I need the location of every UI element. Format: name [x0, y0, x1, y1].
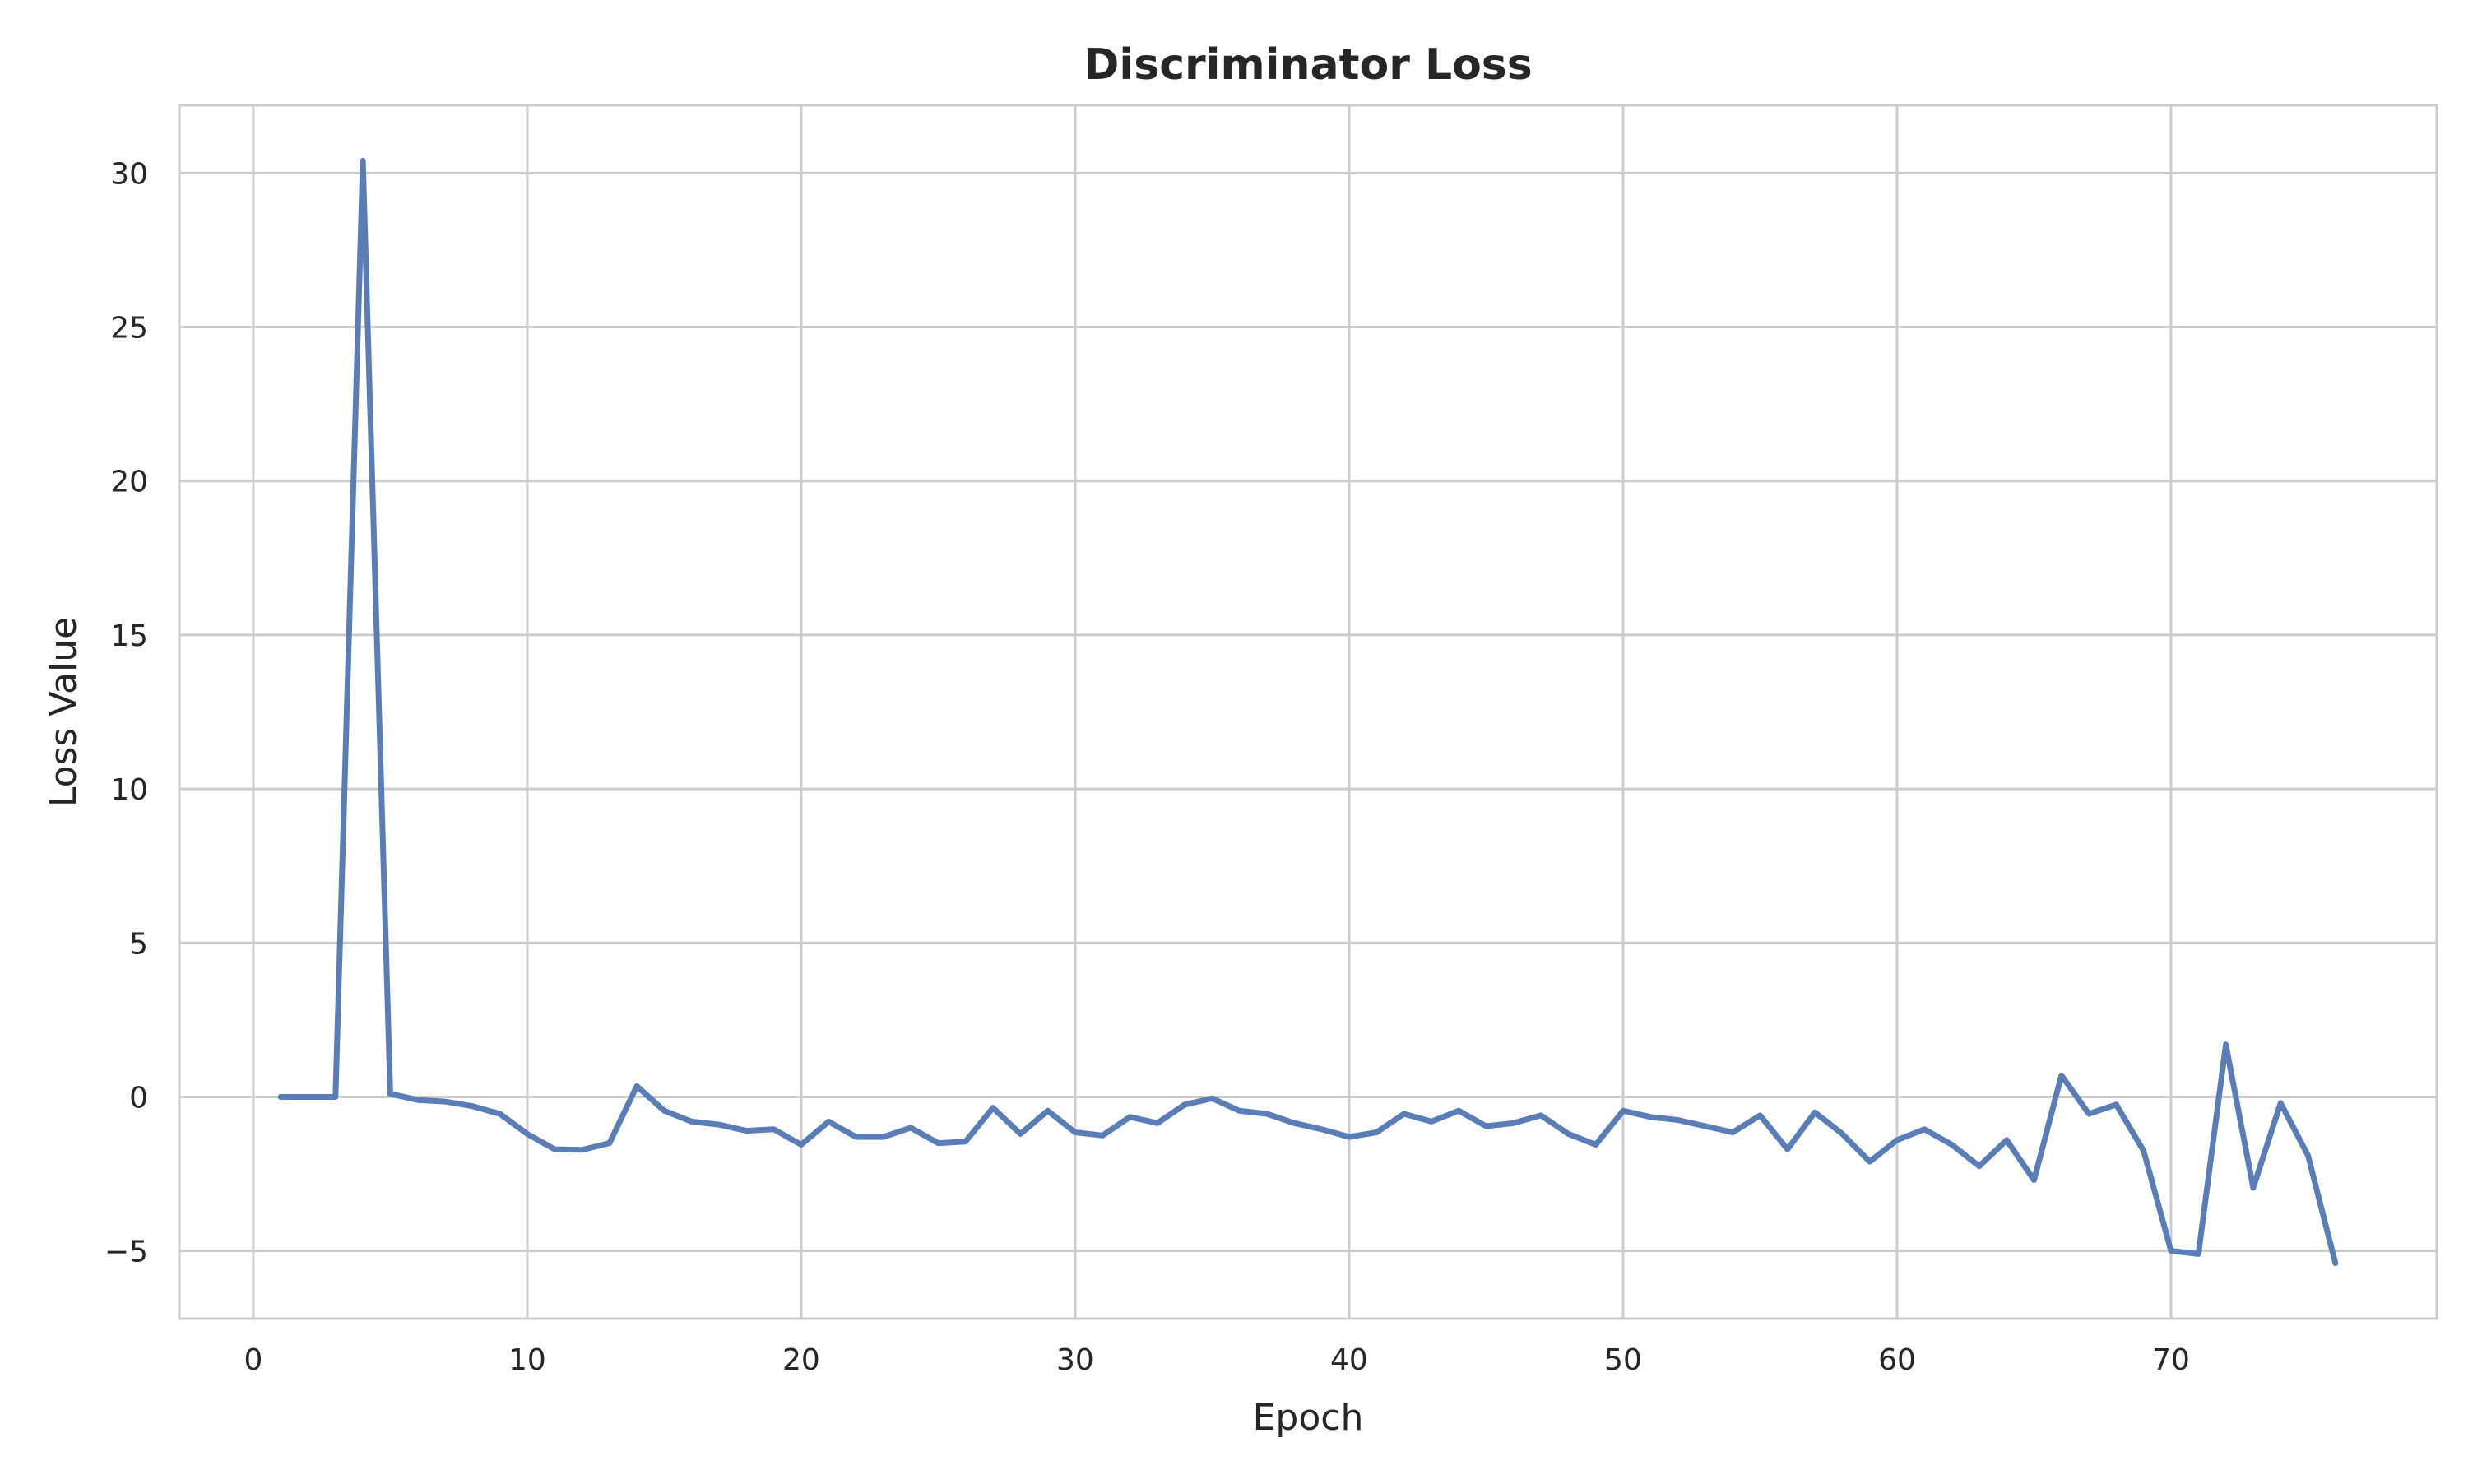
y-tick-label: −5	[104, 1236, 148, 1269]
y-axis-label: Loss Value	[43, 617, 85, 807]
y-tick-label: 5	[129, 927, 148, 961]
x-axis-label: Epoch	[1253, 1397, 1364, 1439]
series-layer	[277, 157, 2339, 1267]
chart-title: Discriminator Loss	[1083, 40, 1532, 90]
y-tick-label: 20	[110, 466, 148, 499]
x-tick-label: 70	[2152, 1343, 2190, 1377]
x-tick-label: 60	[1878, 1343, 1916, 1377]
x-tick-label: 40	[1330, 1343, 1368, 1377]
x-tick-label: 30	[1056, 1343, 1094, 1377]
y-tick-label: 0	[129, 1081, 148, 1115]
grid	[179, 105, 2437, 1319]
y-tick-labels: −5 0 5 10 15 20 25 30	[104, 157, 148, 1268]
x-tick-label: 0	[244, 1343, 262, 1377]
y-tick-label: 15	[110, 619, 148, 653]
x-tick-label: 10	[508, 1343, 546, 1377]
x-tick-label: 50	[1604, 1343, 1642, 1377]
plot-frame	[178, 104, 2438, 1320]
y-tick-label: 10	[110, 773, 148, 807]
y-tick-label: 25	[110, 312, 148, 345]
x-tick-label: 20	[782, 1343, 820, 1377]
loss-series-line	[277, 157, 2339, 1267]
x-tick-labels: 0 10 20 30 40 50 60 70	[244, 1343, 2189, 1377]
y-tick-label: 30	[110, 157, 148, 191]
